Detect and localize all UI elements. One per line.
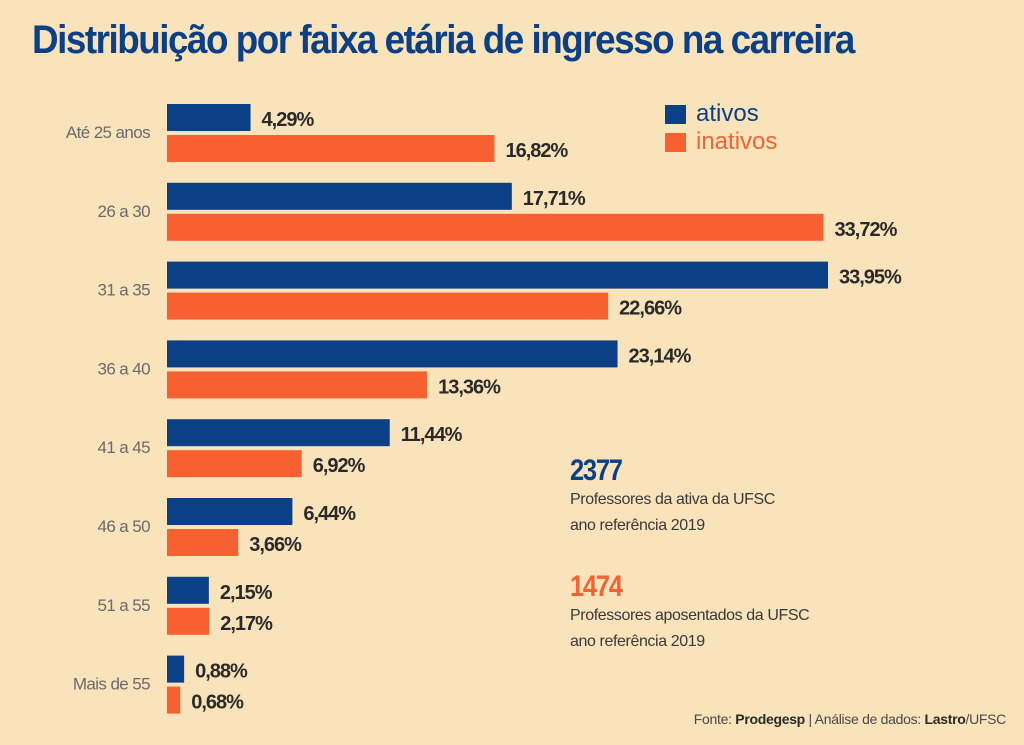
stat-number-ativos: 2377 <box>570 454 623 487</box>
bar-group: 51 a 55 2,15% 2,17% <box>97 576 274 635</box>
bar-inativos <box>167 529 239 556</box>
legend-label-inativos: inativos <box>696 128 778 155</box>
bar-group: Até 25 anos 4,29% 16,82% <box>66 104 570 162</box>
value-label-ativos: 2,15% <box>220 582 273 604</box>
source-credit: Fonte: Prodegesp | Análise de dados: Las… <box>694 711 1006 727</box>
bar-inativos <box>167 135 495 162</box>
value-label-ativos: 11,44% <box>401 424 463 446</box>
legend-label-ativos: ativos <box>696 100 759 127</box>
stat-inativos: 1474 Professores aposentados da UFSC ano… <box>570 570 810 655</box>
bar-group: 46 a 50 6,44%3,66% <box>97 498 357 556</box>
bar-group: 36 a 40 23,14% 13,36% <box>97 340 693 399</box>
bar-ativos <box>167 104 251 131</box>
category-label: 36 a 40 <box>97 359 150 378</box>
bar-group: 26 a 30 17,71% 33,72% <box>97 182 899 241</box>
bar-inativos <box>167 371 428 399</box>
source-prefix: Fonte: <box>693 711 736 727</box>
value-label-inativos: 16,82% <box>505 140 568 162</box>
category-label: 46 a 50 <box>97 517 150 536</box>
bar-ativos <box>167 182 512 210</box>
bar-ativos <box>167 261 828 289</box>
legend-item-inativos: inativos <box>665 128 777 156</box>
stat-desc-inativos-line1: Professores aposentados da UFSC <box>570 607 810 624</box>
bar-inativos <box>167 607 210 635</box>
bar-group: Mais de 55 0,88% 0,68% <box>73 655 249 714</box>
stat-number-inativos: 1474 <box>570 570 623 603</box>
value-label-ativos: 17,71% <box>523 188 586 210</box>
bar-ativos <box>167 655 185 683</box>
value-label-inativos: 6,92% <box>313 455 366 477</box>
category-label: Até 25 anos <box>66 123 150 142</box>
legend: ativos inativos <box>665 100 777 156</box>
value-label-ativos: 6,44% <box>303 503 356 525</box>
stat-desc-ativos-line1: Professores da ativa da UFSC <box>570 491 775 508</box>
value-label-ativos: 23,14% <box>629 345 692 367</box>
bar-inativos <box>167 686 181 714</box>
source-name: Prodegesp <box>735 711 805 727</box>
bar-ativos <box>167 498 293 525</box>
value-label-ativos: 4,29% <box>262 109 315 131</box>
bar-inativos <box>167 213 824 241</box>
bar-ativos <box>167 419 390 447</box>
value-label-ativos: 0,88% <box>195 661 248 683</box>
legend-item-ativos: ativos <box>665 100 777 128</box>
source-separator: | Análise de dados: <box>804 711 925 727</box>
legend-swatch-inativos <box>665 132 686 152</box>
chart-title: Distribuição por faixa etária de ingress… <box>32 18 855 62</box>
stat-desc-inativos-line2: ano referência 2019 <box>570 633 705 650</box>
value-label-inativos: 3,66% <box>249 534 302 556</box>
category-label: Mais de 55 <box>73 675 150 694</box>
category-label: 31 a 35 <box>97 281 150 300</box>
stat-ativos: 2377 Professores da ativa da UFSC ano re… <box>570 455 775 539</box>
stat-desc-ativos-line2: ano referência 2019 <box>570 517 705 534</box>
bar-group: 41 a 45 11,44% 6,92% <box>97 419 464 478</box>
value-label-inativos: 22,66% <box>619 298 682 320</box>
legend-swatch-ativos <box>665 104 686 124</box>
bar-group: 31 a 35 33,95% 22,66% <box>97 261 903 320</box>
bar-inativos <box>167 292 609 320</box>
value-label-ativos: 33,95% <box>839 267 902 289</box>
bar-ativos <box>167 576 209 604</box>
category-label: 26 a 30 <box>97 202 150 221</box>
category-label: 51 a 55 <box>97 596 150 615</box>
value-label-inativos: 13,36% <box>438 376 501 398</box>
source-suffix: /UFSC <box>965 711 1006 727</box>
value-label-inativos: 33,72% <box>835 219 898 241</box>
analysis-name: Lastro <box>924 711 966 727</box>
bar-ativos <box>167 340 618 368</box>
category-label: 41 a 45 <box>97 438 150 457</box>
bar-inativos <box>167 450 302 478</box>
value-label-inativos: 2,17% <box>220 613 273 635</box>
value-label-inativos: 0,68% <box>191 692 244 714</box>
